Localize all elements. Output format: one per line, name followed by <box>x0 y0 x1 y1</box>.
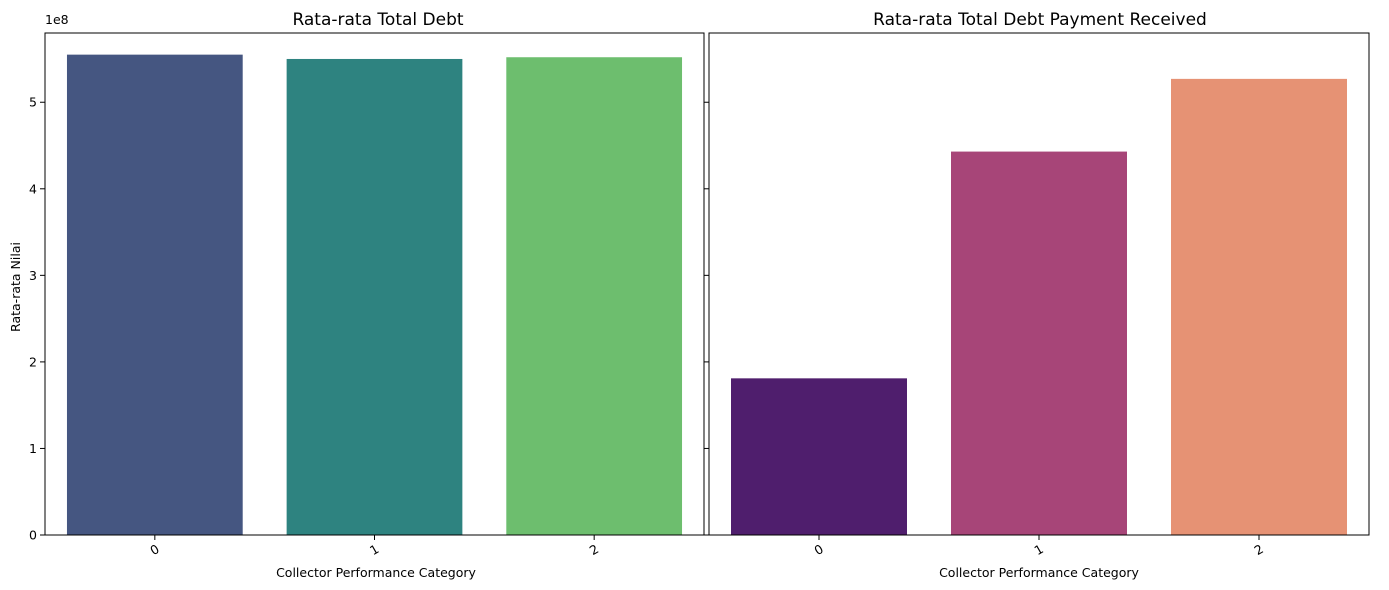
right-y-ticks <box>704 101 709 536</box>
left-y-tick-label: 2 <box>29 354 37 369</box>
left-y-tick-label: 4 <box>29 181 37 196</box>
left-bar-2 <box>506 57 683 535</box>
left-bar-0 <box>66 54 243 535</box>
right-bar-1 <box>951 151 1127 535</box>
left-bar-1 <box>286 58 463 536</box>
right-bars <box>731 78 1347 536</box>
left-axes-frame <box>44 32 705 536</box>
left-x-tick-label: 1 <box>367 541 381 558</box>
right-bar-0 <box>731 378 907 535</box>
left-subplot: Rata-rata Total Debt Rata-rata Nilai Col… <box>8 10 705 580</box>
right-subplot: Rata-rata Total Debt Payment Received Co… <box>704 10 1370 580</box>
left-y-tick-label: 0 <box>29 528 37 543</box>
left-y-axis-label: Rata-rata Nilai <box>8 242 23 332</box>
left-x-ticks: 0 1 2 <box>147 535 601 558</box>
left-y-tick-label: 1 <box>29 441 37 456</box>
left-bars <box>66 54 683 536</box>
right-axes-frame <box>708 32 1370 536</box>
left-x-tick-label: 2 <box>587 541 601 558</box>
left-x-axis-label: Collector Performance Category <box>276 565 476 580</box>
left-chart-title: Rata-rata Total Debt <box>292 10 463 30</box>
left-y-tick-label: 3 <box>29 268 37 283</box>
right-bar-2 <box>1171 78 1347 536</box>
right-chart-title: Rata-rata Total Debt Payment Received <box>873 10 1207 30</box>
right-x-axis-label: Collector Performance Category <box>939 565 1139 580</box>
left-x-tick-label: 0 <box>147 541 161 558</box>
right-x-ticks: 0 1 2 <box>812 535 1266 558</box>
right-x-tick-label: 1 <box>1032 541 1046 558</box>
left-y-ticks: 0 1 2 3 4 5 <box>29 95 45 543</box>
right-x-tick-label: 2 <box>1252 541 1266 558</box>
left-y-tick-label: 5 <box>29 95 37 110</box>
right-x-tick-label: 0 <box>812 541 826 558</box>
left-y-offset-label: 1e8 <box>45 12 69 27</box>
